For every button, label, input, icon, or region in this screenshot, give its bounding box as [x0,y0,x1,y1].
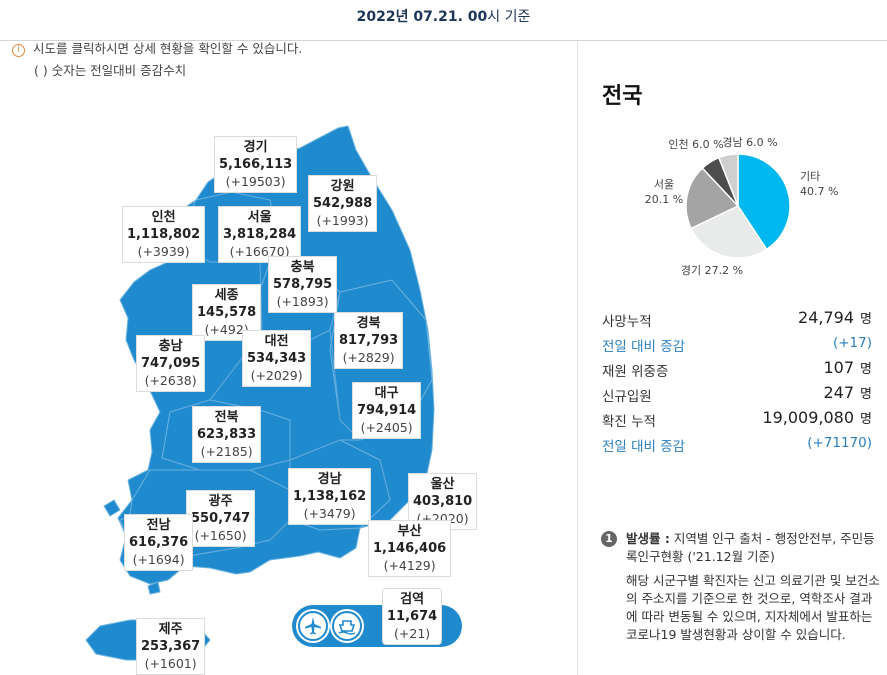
stat-row-critical: 재원 위중증 107 명 [602,358,872,380]
ship-button[interactable] [332,611,362,641]
pie-value-0: 40.7 % [800,185,838,198]
stats-table: 사망누적 24,794 명 전일 대비 증감 (+17) 재원 위중증 107 명 … [602,306,872,456]
small-island-2[interactable] [147,581,161,595]
footnote-number: 1 [601,531,617,547]
pie-slice-2 [685,167,740,230]
pie-slice-4 [717,153,739,207]
stat-row-confirmed-delta: 전일 대비 증감 (+71170) [602,435,872,455]
airplane-button[interactable] [298,611,328,641]
region-label-jeonnam[interactable]: 전남 616,376 (+1694) [124,514,194,571]
pie-label-2: 서울 [654,178,674,191]
region-label-seoul[interactable]: 서울 3,818,284 (+16670) [218,206,302,263]
stat-row-deaths-delta: 전일 대비 증감 (+17) [602,335,872,355]
pie-label-4: 경남 6.0 % [722,136,777,149]
region-label-gwangju[interactable]: 광주 550,747 (+1650) [186,490,256,547]
region-label-chungnam[interactable]: 충남 747,095 (+2638) [136,335,206,392]
region-label-quarantine[interactable]: 검역 11,674 (+21) [382,588,443,645]
region-label-jeonbuk[interactable]: 전북 623,833 (+2185) [192,406,262,463]
region-label-daejeon[interactable]: 대전 534,343 (+2029) [242,330,312,387]
airplane-icon [305,617,321,635]
stat-row-admissions: 신규입원 247 명 [602,383,872,405]
region-label-incheon[interactable]: 인천 1,118,802 (+3939) [122,206,206,263]
footnote: 1 발생률 : 지역별 인구 출처 - 행정안전부, 주민등록인구현황 ('21… [601,530,881,644]
map-panel [0,41,578,675]
reference-date: 2022년 07.21. 00시 기준 [356,9,531,25]
region-label-gyeonggi[interactable]: 경기 5,166,113 (+19503) [214,136,298,193]
pie-label-1: 경기 27.2 % [681,264,743,277]
pie-label-0: 기타 [800,170,820,183]
info-icon: i [12,44,25,57]
region-label-daegu[interactable]: 대구 794,914 (+2405) [352,382,422,439]
ship-icon [338,620,356,635]
map-notice: i 시도를 클릭하시면 상세 현황을 확인할 수 있습니다. ( ) 숫자는 전일… [12,38,302,82]
stat-row-deaths: 사망누적 24,794 명 [602,308,872,330]
stat-row-confirmed: 확진 누적 19,009,080 명 [602,408,872,430]
region-label-jeju[interactable]: 제주 253,367 (+1601) [136,618,206,675]
top-bar: 2022년 07.21. 00시 기준 [0,0,887,41]
region-label-gangwon[interactable]: 강원 542,988 (+1993) [308,175,378,232]
pie-slice-1 [690,205,768,259]
region-title: 전국 [602,84,643,109]
region-label-chungbuk[interactable]: 충북 578,795 (+1893) [268,256,338,313]
region-label-busan[interactable]: 부산 1,146,406 (+4129) [368,520,452,577]
ulleung-island[interactable] [103,499,121,517]
region-label-gyeongnam[interactable]: 경남 1,138,162 (+3479) [288,468,372,525]
pie-label-3: 인천 6.0 % [668,137,723,151]
region-label-gyeongbuk[interactable]: 경북 817,793 (+2829) [334,312,404,369]
pie-value-2: 20.1 % [645,193,683,206]
